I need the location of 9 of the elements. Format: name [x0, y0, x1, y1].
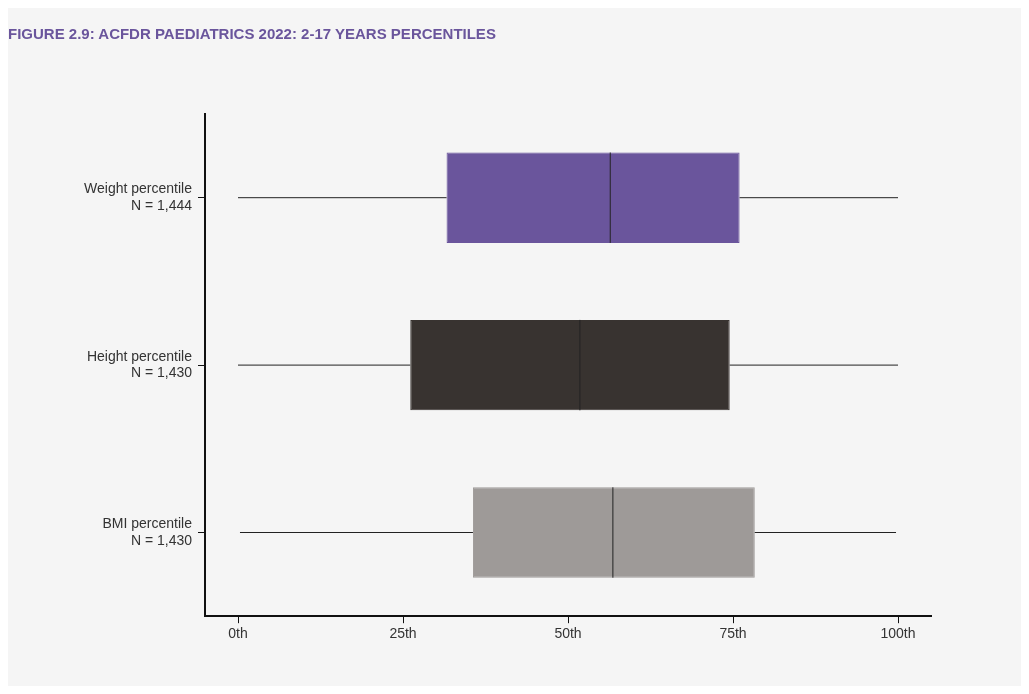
x-tick-label: 0th — [228, 625, 248, 642]
y-tick-label: Height percentile N = 1,430 — [86, 347, 193, 381]
x-tick-label: 75th — [719, 625, 747, 642]
y-tick-label: Weight percentile N = 1,444 — [84, 180, 193, 213]
x-tick-label: 50th — [554, 625, 582, 642]
chart-title: FIGURE 2.9: ACFDR PAEDIATRICS 2022: 2-17 YEARS PERCENTILES — [8, 25, 496, 43]
x-tick-label: 100th — [880, 625, 916, 642]
x-tick-label: 25th — [389, 625, 417, 642]
y-tick-label: BMI percentile N = 1,430 — [102, 514, 193, 548]
